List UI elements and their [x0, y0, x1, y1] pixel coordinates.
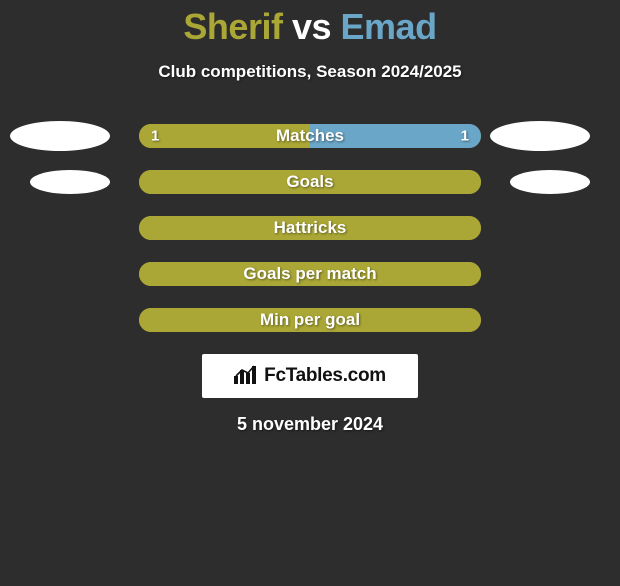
stat-bubble: [490, 121, 590, 151]
stat-row: Min per goal: [0, 308, 620, 332]
player2-name: Emad: [341, 6, 437, 47]
date-caption: 5 november 2024: [0, 414, 620, 435]
stat-bubble: [10, 121, 110, 151]
stat-fill-left: [139, 170, 481, 194]
stat-track: Min per goal: [139, 308, 481, 332]
brand-text: FcTables.com: [264, 365, 386, 387]
stat-value-left: 1: [151, 128, 159, 145]
stat-row: Goals per match: [0, 262, 620, 286]
comparison-title: Sherif vs Emad: [0, 6, 620, 48]
stat-value-right: 1: [461, 128, 469, 145]
stat-fill-left: [139, 308, 481, 332]
stat-track: Hattricks: [139, 216, 481, 240]
bars-icon: [234, 364, 258, 389]
stat-bubble: [30, 170, 110, 194]
stat-fill-right: [310, 124, 481, 148]
stat-row: Hattricks: [0, 216, 620, 240]
stat-track: Goals per match: [139, 262, 481, 286]
stat-fill-left: [139, 216, 481, 240]
stat-track: Goals: [139, 170, 481, 194]
stat-track: Matches11: [139, 124, 481, 148]
subtitle: Club competitions, Season 2024/2025: [0, 62, 620, 82]
stat-bubble: [510, 170, 590, 194]
stat-fill-left: [139, 262, 481, 286]
player1-name: Sherif: [183, 6, 282, 47]
stat-fill-left: [139, 124, 310, 148]
brand-badge: FcTables.com: [202, 354, 418, 398]
comparison-chart: Matches11GoalsHattricksGoals per matchMi…: [0, 124, 620, 332]
vs-separator: vs: [292, 6, 331, 47]
